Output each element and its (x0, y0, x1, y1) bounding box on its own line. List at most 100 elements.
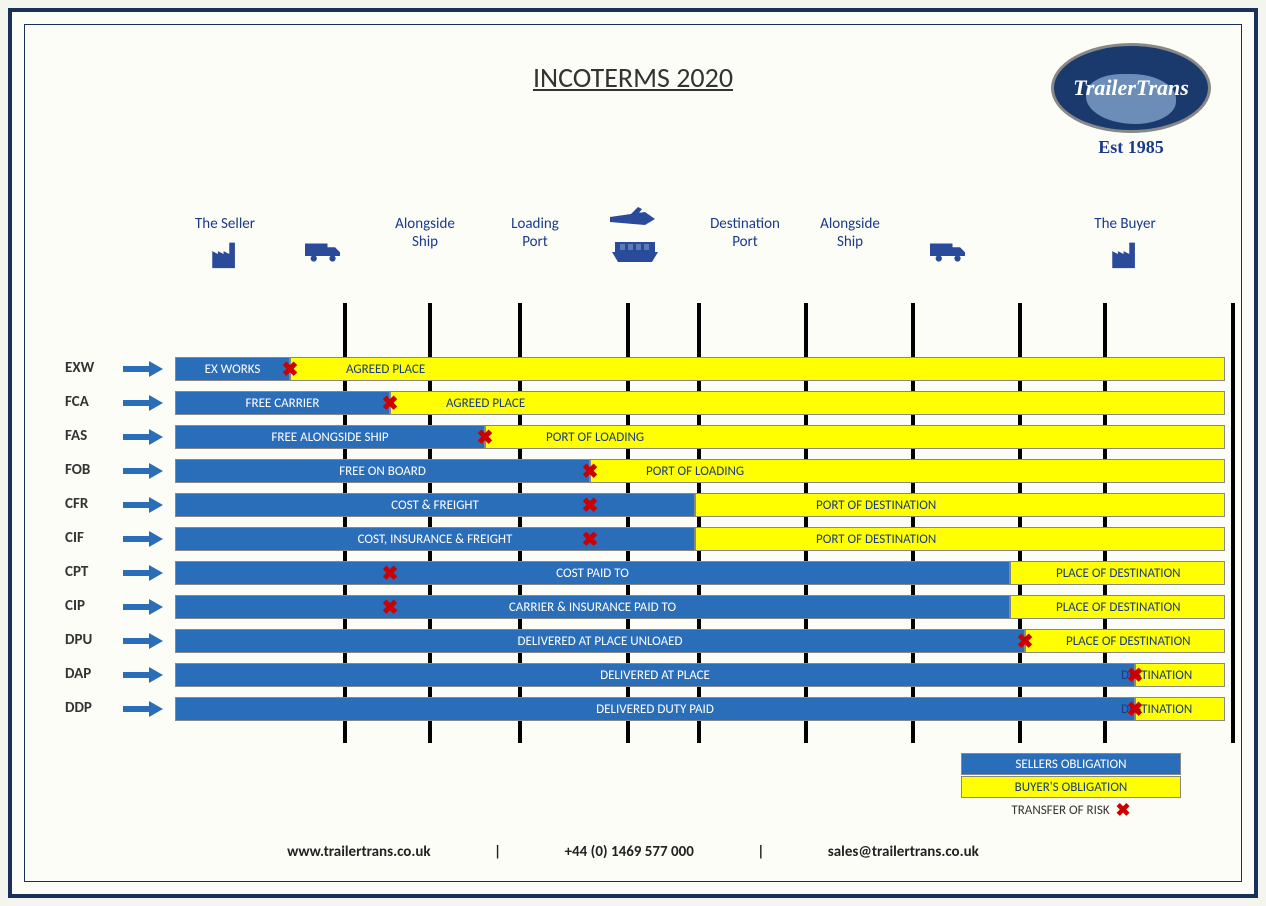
seller-bar: COST PAID TO (175, 561, 1010, 585)
buyer-bar: PLACE OF DESTINATION (1010, 595, 1225, 619)
bar-track: DELIVERED AT PLACEDESTINATION✖ (175, 663, 1225, 687)
footer-website: www.trailertrans.co.uk (287, 843, 431, 861)
column-headers: The Seller AlongsideShip LoadingPort Destin… (65, 215, 1225, 315)
footer-sep: | (494, 843, 501, 861)
risk-marker: ✖ (382, 391, 399, 416)
bar-track: DELIVERED AT PLACE UNLOAED PLACE OF DESTI… (175, 629, 1225, 653)
outer-frame: INCOTERMS 2020 TrailerTrans Est 1985 The… (8, 8, 1258, 898)
seller-bar: COST, INSURANCE & FREIGHT (175, 527, 695, 551)
factory-icon (175, 237, 275, 279)
footer-phone: +44 (0) 1469 577 000 (565, 843, 694, 861)
incoterm-code: FCA (65, 393, 115, 411)
buyer-bar-label: PLACE OF DESTINATION (1056, 600, 1181, 615)
incoterm-code: DDP (65, 699, 115, 717)
incoterm-row: DDP DELIVERED DUTY PAIDDESTINATION✖ (65, 695, 1225, 723)
bar-track: FREE ALONGSIDE SHIPPORT OF LOADING✖ (175, 425, 1225, 449)
bar-track: EX WORKS AGREED PLACE ✖ (175, 357, 1225, 381)
buyer-bar: PLACE OF DESTINATION (1025, 629, 1225, 653)
incoterm-code: CIF (65, 529, 115, 547)
risk-x-icon: ✖ (1115, 799, 1130, 821)
truck-icon (275, 237, 375, 272)
incoterm-row: CPT COST PAID TO PLACE OF DESTINATION ✖ (65, 559, 1225, 587)
bar-track: DELIVERED DUTY PAIDDESTINATION✖ (175, 697, 1225, 721)
buyer-bar: PORT OF DESTINATION (695, 493, 1225, 517)
arrow-icon (123, 531, 163, 552)
company-logo: TrailerTrans Est 1985 (1051, 43, 1211, 158)
buyer-bar-label: PORT OF DESTINATION (816, 532, 936, 547)
seller-bar: EX WORKS (175, 357, 290, 381)
risk-marker: ✖ (1127, 663, 1144, 688)
bar-track: COST & FREIGHTPORT OF DESTINATION ✖ (175, 493, 1225, 517)
column-header (275, 215, 375, 272)
buyer-bar-label: PLACE OF DESTINATION (1066, 634, 1191, 649)
buyer-bar: PORT OF LOADING (590, 459, 1225, 483)
buyer-bar: PORT OF LOADING (485, 425, 1225, 449)
buyer-bar-label: PLACE OF DESTINATION (1056, 566, 1181, 581)
risk-marker: ✖ (382, 561, 399, 586)
column-label: AlongsideShip (800, 215, 900, 251)
page-title: INCOTERMS 2020 (533, 60, 733, 95)
column-label: LoadingPort (485, 215, 585, 251)
seller-bar: DELIVERED AT PLACE (175, 663, 1135, 687)
bar-track: COST, INSURANCE & FREIGHT PORT OF DESTINA… (175, 527, 1225, 551)
column-label: DestinationPort (695, 215, 795, 251)
legend-buyer: BUYER'S OBLIGATION (961, 776, 1181, 798)
incoterm-row: DAP DELIVERED AT PLACEDESTINATION✖ (65, 661, 1225, 689)
footer-sep: | (757, 843, 764, 861)
column-header: LoadingPort (485, 215, 585, 251)
incoterm-row: FASFREE ALONGSIDE SHIPPORT OF LOADING✖ (65, 423, 1225, 451)
arrow-icon (123, 701, 163, 722)
column-label: AlongsideShip (375, 215, 475, 251)
seller-bar: FREE ON BOARD (175, 459, 590, 483)
bar-track: FREE CARRIER AGREED PLACE ✖ (175, 391, 1225, 415)
column-header (585, 215, 685, 275)
incoterm-code: DAP (65, 665, 115, 683)
incoterm-code: CIP (65, 597, 115, 615)
column-header: The Seller (175, 215, 275, 279)
seller-bar: DELIVERED AT PLACE UNLOAED (175, 629, 1025, 653)
risk-marker: ✖ (282, 357, 299, 382)
buyer-bar-label: AGREED PLACE (346, 362, 425, 377)
incoterm-code: FOB (65, 461, 115, 479)
buyer-bar: DESTINATION (1135, 697, 1225, 721)
incoterm-code: CFR (65, 495, 115, 513)
incoterm-code: EXW (65, 359, 115, 377)
plane-ship-icon (585, 207, 685, 275)
truck-icon (900, 237, 1000, 272)
buyer-bar: AGREED PLACE (390, 391, 1225, 415)
arrow-icon (123, 497, 163, 518)
buyer-bar-label: AGREED PLACE (446, 396, 525, 411)
column-label: The Buyer (1075, 215, 1175, 233)
risk-marker: ✖ (1127, 697, 1144, 722)
seller-bar: DELIVERED DUTY PAID (175, 697, 1135, 721)
arrow-icon (123, 667, 163, 688)
buyer-bar: PORT OF DESTINATION (695, 527, 1225, 551)
seller-bar: FREE CARRIER (175, 391, 390, 415)
risk-marker: ✖ (1017, 629, 1034, 654)
inner-frame: INCOTERMS 2020 TrailerTrans Est 1985 The… (24, 24, 1242, 882)
legend-risk: TRANSFER OF RISK ✖ (961, 799, 1181, 821)
arrow-icon (123, 463, 163, 484)
buyer-bar-label: PORT OF LOADING (546, 430, 644, 445)
seller-bar: COST & FREIGHT (175, 493, 695, 517)
arrow-icon (123, 429, 163, 450)
factory-icon (1075, 237, 1175, 279)
bar-track: FREE ON BOARDPORT OF LOADING✖ (175, 459, 1225, 483)
footer-email: sales@trailertrans.co.uk (828, 843, 979, 861)
gridline (1231, 303, 1235, 743)
logo-oval: TrailerTrans (1051, 43, 1211, 133)
column-header: DestinationPort (695, 215, 795, 251)
legend-seller: SELLERS OBLIGATION (961, 753, 1181, 775)
risk-marker: ✖ (582, 493, 599, 518)
risk-marker: ✖ (382, 595, 399, 620)
arrow-icon (123, 361, 163, 382)
risk-marker: ✖ (477, 425, 494, 450)
incoterm-code: CPT (65, 563, 115, 581)
arrow-icon (123, 565, 163, 586)
buyer-bar: DESTINATION (1135, 663, 1225, 687)
arrow-icon (123, 395, 163, 416)
buyer-bar: AGREED PLACE (290, 357, 1225, 381)
incoterm-row: FCA FREE CARRIER AGREED PLACE ✖ (65, 389, 1225, 417)
buyer-bar-label: PORT OF LOADING (646, 464, 744, 479)
bar-track: COST PAID TO PLACE OF DESTINATION ✖ (175, 561, 1225, 585)
